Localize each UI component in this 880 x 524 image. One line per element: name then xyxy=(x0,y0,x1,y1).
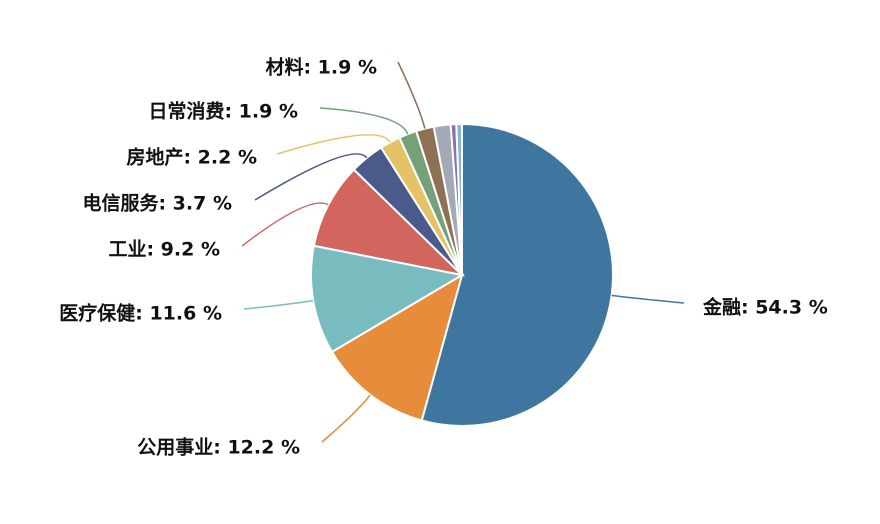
slice-label: 材料: 1.9 % xyxy=(265,56,377,79)
slice-label: 金融: 54.3 % xyxy=(702,296,828,319)
slice-label: 日常消费: 1.9 % xyxy=(148,100,298,123)
slice-label: 公用事业: 12.2 % xyxy=(137,436,300,459)
leader-line xyxy=(397,61,426,129)
leader-line xyxy=(243,299,314,310)
pie-slice xyxy=(330,272,464,422)
pie-slice xyxy=(312,168,466,277)
leader-line xyxy=(319,107,409,135)
leader-line xyxy=(611,294,685,304)
pie-slice xyxy=(455,122,463,276)
leader-line xyxy=(321,394,371,443)
pie-slice xyxy=(310,244,465,354)
leader-line xyxy=(254,153,368,201)
slice-label: 房地产: 2.2 % xyxy=(126,146,257,169)
pie-slice xyxy=(420,122,614,427)
leader-line xyxy=(241,202,329,247)
slice-label: 医疗保健: 11.6 % xyxy=(59,302,222,325)
slice-label: 工业: 9.2 % xyxy=(108,239,220,261)
leader-line xyxy=(276,134,391,155)
slice-label: 电信服务: 3.7 % xyxy=(82,192,232,215)
